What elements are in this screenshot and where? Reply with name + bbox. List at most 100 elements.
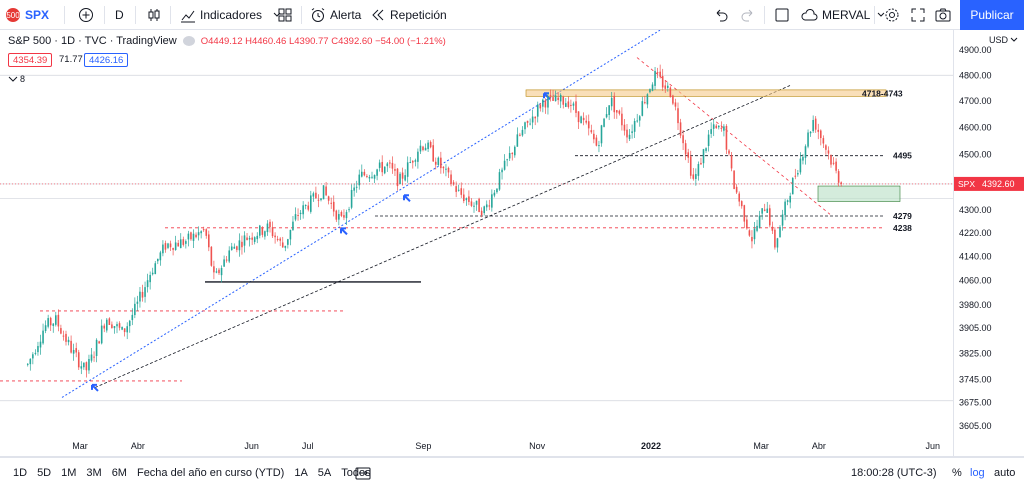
candle-body — [121, 326, 123, 330]
candle-body — [582, 117, 585, 121]
candle-body — [447, 167, 450, 173]
candle — [108, 317, 111, 325]
settings-button[interactable] — [884, 0, 900, 30]
candle-body — [781, 214, 784, 226]
candle-body — [521, 129, 524, 136]
candle-body — [529, 123, 531, 125]
candle — [338, 209, 340, 226]
save-layout-button[interactable]: MERVAL — [800, 0, 886, 30]
price-tick-label: 3745.00 — [959, 374, 992, 384]
candle — [358, 169, 361, 190]
snapshot-button[interactable] — [934, 0, 952, 30]
range-fecha-del-a-o-en-curso-ytd-[interactable]: Fecha del año en curso (YTD) — [136, 467, 285, 479]
go-to-date-button[interactable] — [355, 458, 371, 488]
buy-price-box[interactable]: 4426.16 — [84, 53, 129, 67]
undo-button[interactable] — [713, 0, 729, 30]
candle — [65, 330, 67, 346]
candle — [197, 226, 200, 241]
candle-body — [820, 130, 822, 139]
auto-toggle[interactable]: auto — [994, 467, 1016, 479]
price-tick-label: 4500.00 — [959, 149, 992, 159]
eye-icon[interactable] — [182, 36, 195, 46]
candle — [697, 161, 700, 181]
compare-button[interactable] — [78, 0, 94, 30]
alert-button[interactable]: Alerta — [310, 0, 361, 30]
candle-body — [113, 326, 116, 329]
candle — [304, 204, 307, 210]
fullscreen-button[interactable] — [910, 0, 926, 30]
range-6m[interactable]: 6M — [111, 467, 127, 479]
candle-body — [368, 176, 371, 179]
candle — [118, 321, 121, 331]
range-5a[interactable]: 5A — [317, 467, 332, 479]
chart-type-button[interactable] — [146, 0, 162, 30]
candle-body — [740, 201, 743, 207]
range-1d[interactable]: 1D — [13, 467, 28, 479]
range-1a[interactable]: 1A — [294, 467, 308, 479]
candle-body — [315, 192, 317, 199]
chart-drawings: 4718-4743 4495 4279 4238 — [0, 30, 912, 398]
candle — [190, 231, 192, 241]
candle — [264, 230, 266, 240]
candle-body — [559, 94, 562, 102]
candle — [649, 88, 651, 94]
replay-button[interactable]: Repetición — [370, 0, 447, 30]
candle — [200, 230, 202, 239]
indicators-button[interactable]: Indicadores — [180, 0, 282, 30]
candle-body — [210, 246, 213, 266]
candle-body — [274, 235, 276, 238]
candle — [814, 116, 817, 133]
candle — [626, 123, 628, 144]
candle — [562, 95, 565, 109]
indicators-collapse-toggle[interactable]: 8 — [8, 74, 25, 84]
log-toggle[interactable]: log — [970, 467, 985, 479]
candle-body — [697, 164, 700, 176]
candle-body — [628, 134, 631, 140]
square-icon — [774, 7, 790, 23]
candle-body — [93, 356, 95, 358]
candle-body — [817, 129, 820, 132]
candle — [332, 195, 335, 217]
candle-body — [340, 212, 343, 216]
fullscreen-layout-button[interactable] — [774, 0, 790, 30]
candle — [572, 101, 575, 111]
candle — [179, 233, 182, 249]
symbol-search-button[interactable]: 500 SPX — [6, 0, 49, 30]
candle-body — [667, 85, 669, 88]
percent-toggle[interactable]: % — [952, 467, 962, 479]
chart-pane[interactable]: 4718-4743 4495 4279 4238 4900.00 4800.00 4700… — [0, 30, 1024, 457]
candle — [570, 99, 572, 113]
candle — [667, 82, 669, 92]
candle-body — [264, 231, 266, 237]
clock[interactable]: 18:00:28 (UTC-3) — [851, 467, 937, 479]
redo-button[interactable] — [740, 0, 756, 30]
candle-body — [34, 352, 37, 354]
candle — [791, 177, 794, 195]
candle-body — [230, 246, 233, 251]
range-1m[interactable]: 1M — [61, 467, 77, 479]
candle-body — [434, 161, 437, 165]
range-5d[interactable]: 5D — [37, 467, 52, 479]
candle-body — [575, 101, 577, 113]
candle-body — [687, 152, 690, 158]
layout-templates-button[interactable] — [277, 0, 293, 30]
candle-body — [103, 325, 106, 329]
candle-body — [769, 208, 771, 226]
publish-button[interactable]: Publicar — [960, 0, 1024, 30]
candle-body — [445, 168, 447, 170]
range-3m[interactable]: 3M — [86, 467, 102, 479]
interval-button[interactable]: D — [115, 0, 124, 30]
candle — [621, 107, 623, 131]
sell-price-box[interactable]: 4354.39 — [8, 53, 53, 67]
candle — [279, 237, 282, 247]
candle-body — [835, 161, 837, 171]
candle-body — [633, 120, 636, 132]
candle-body — [192, 233, 195, 241]
resistance-zone — [525, 89, 887, 97]
candle-body — [422, 146, 424, 151]
currency-selector[interactable]: USD — [989, 35, 1018, 45]
candle — [325, 182, 327, 197]
candle — [827, 146, 830, 160]
legend-title[interactable]: S&P 500 · 1D · TVC · TradingView — [8, 35, 177, 47]
